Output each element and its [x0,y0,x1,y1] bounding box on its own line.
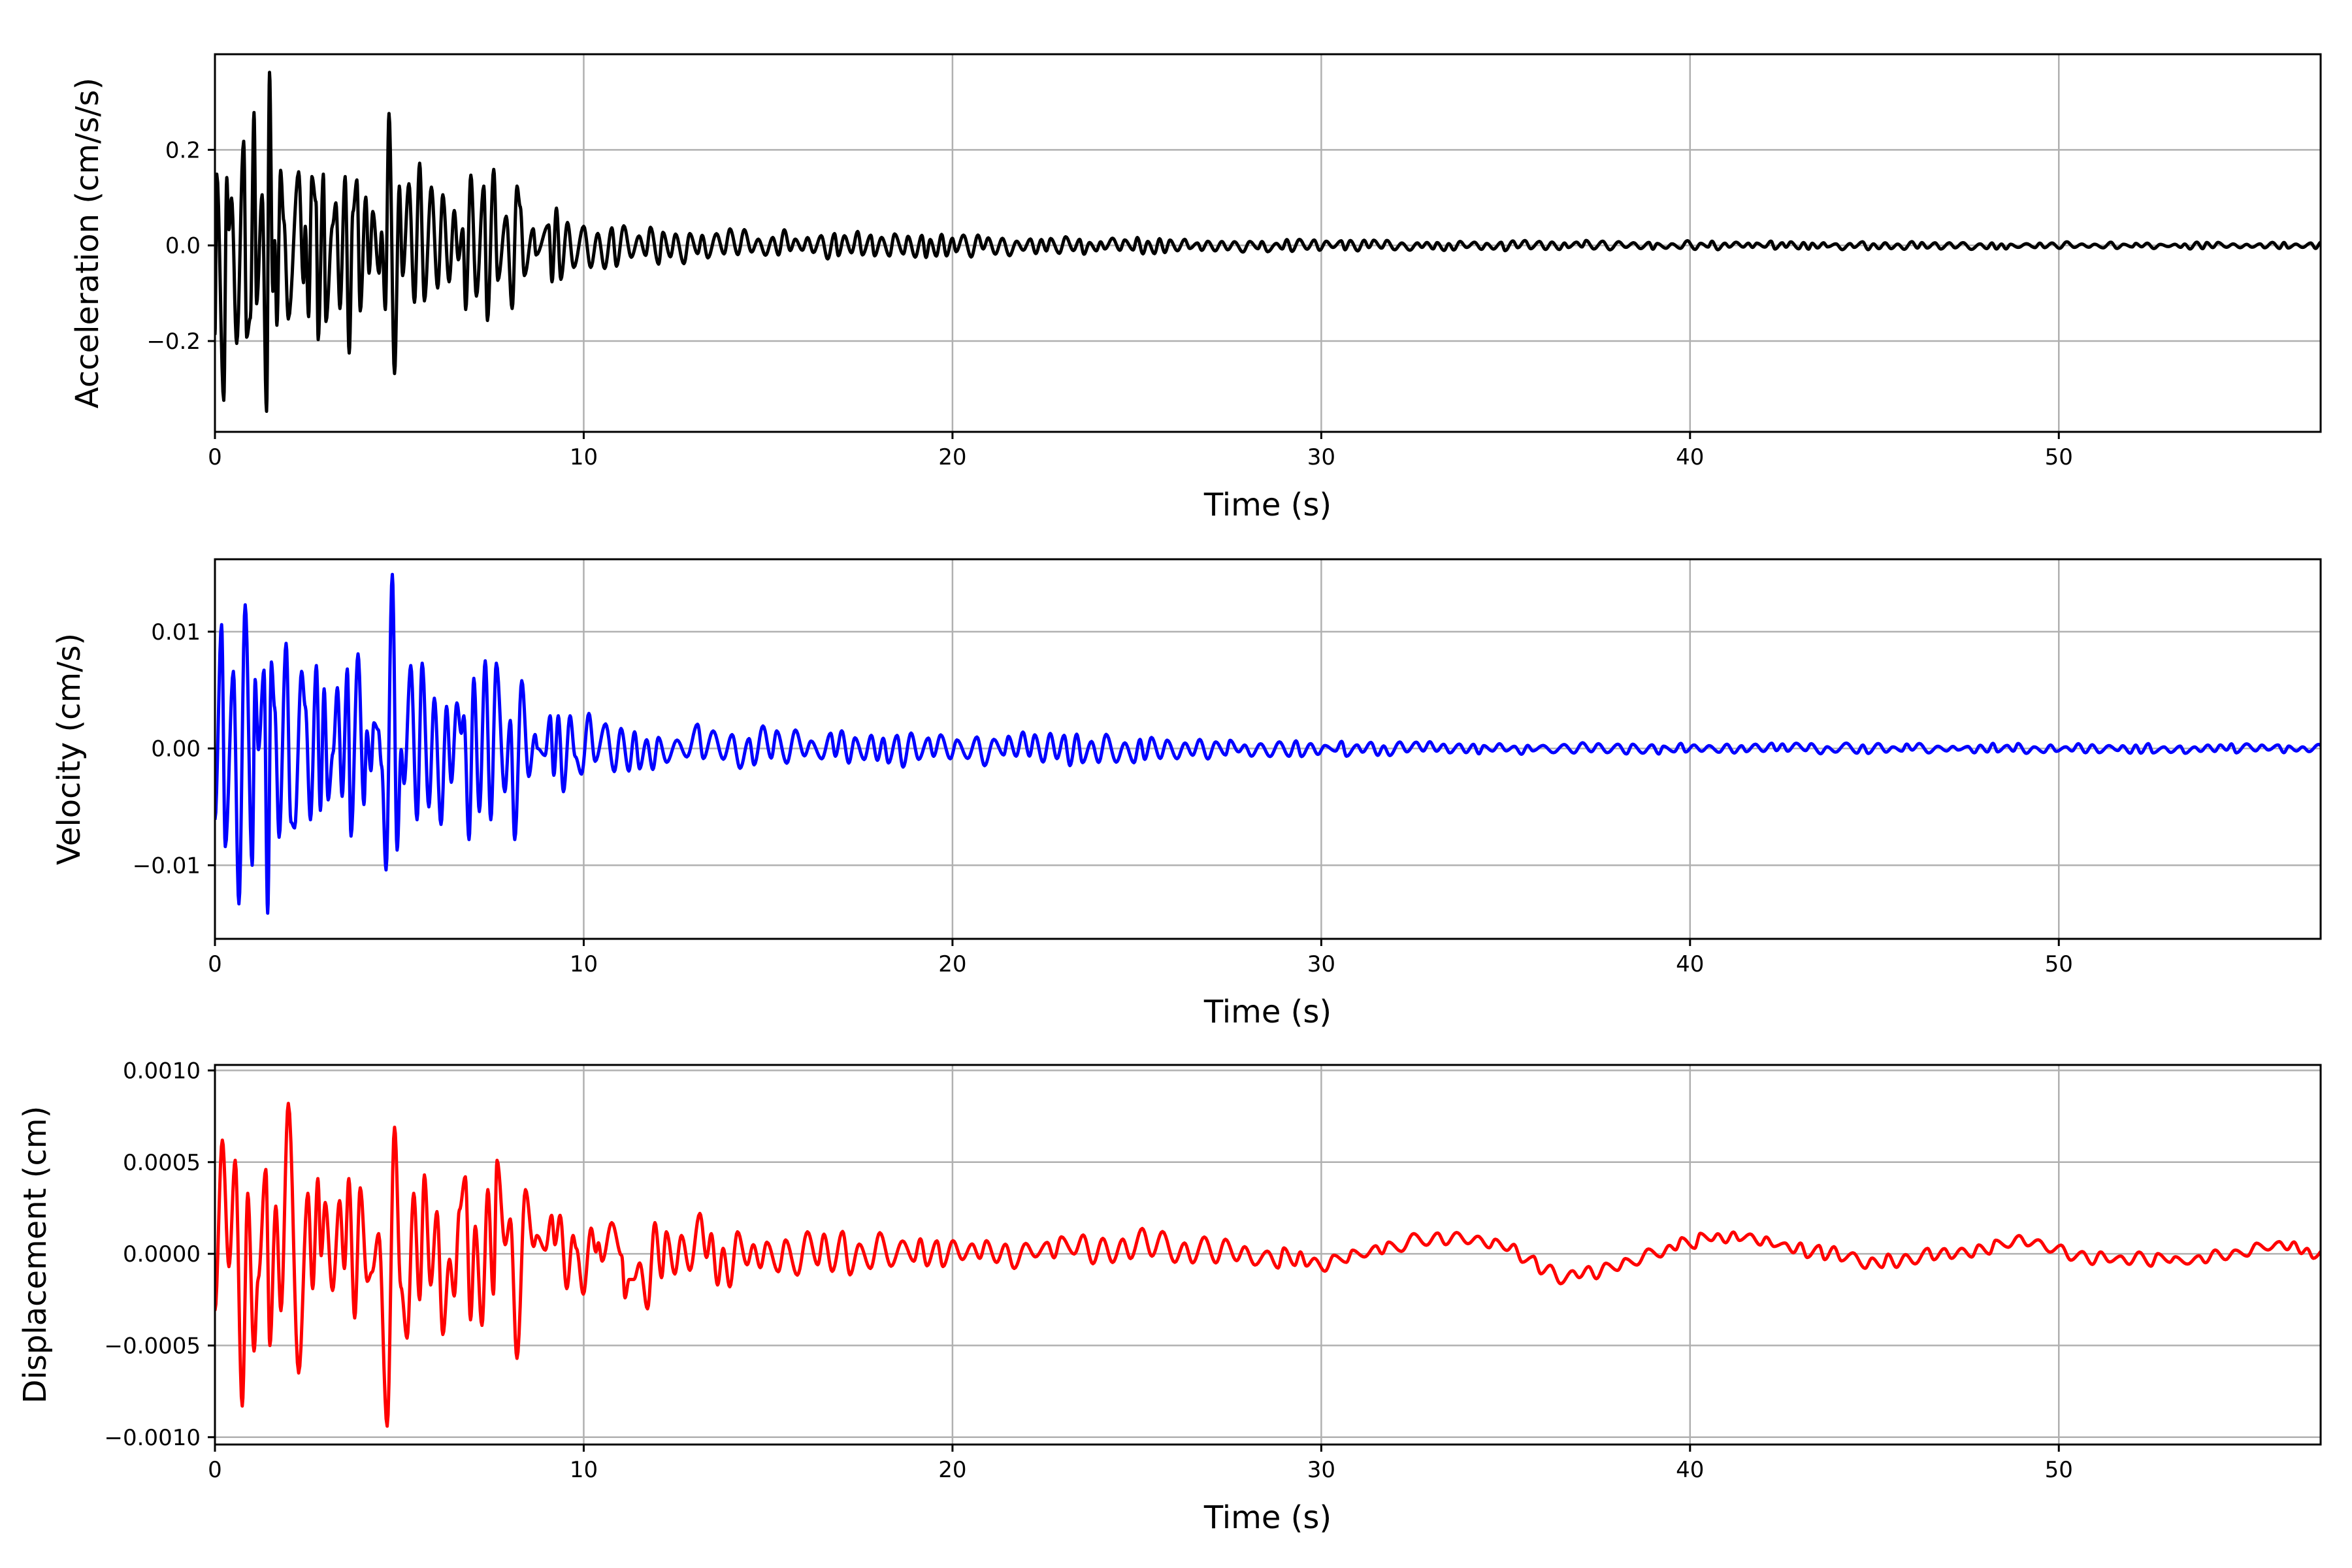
x-tick-label: 0 [208,1457,222,1483]
y-tick-label: 0.0 [165,233,201,259]
velocity-series-line [215,572,2321,915]
y-tick-label: 0.0005 [123,1150,201,1176]
x-tick-label: 20 [938,951,966,977]
x-tick-label: 50 [2045,951,2073,977]
y-axis-label: Acceleration (cm/s/s) [69,78,106,408]
y-tick-label: 0.00 [151,736,201,762]
y-tick-label: −0.2 [146,329,201,355]
x-tick-label: 10 [570,951,598,977]
x-tick-label: 40 [1676,444,1704,470]
x-axis-label: Time (s) [1203,487,1331,523]
y-tick-label: 0.01 [151,619,201,645]
y-tick-label: −0.01 [133,853,201,879]
y-tick-label: −0.0005 [105,1333,201,1359]
acceleration-series-line [215,71,2321,413]
x-axis-label: Time (s) [1203,1499,1331,1536]
axes-frame [214,53,2322,433]
y-axis-label: Displacement (cm) [17,1106,54,1404]
x-tick-label: 20 [938,1457,966,1483]
x-tick-label: 40 [1676,951,1704,977]
y-tick-label: 0.2 [165,137,201,163]
y-axis-label: Velocity (cm/s) [51,633,88,865]
x-tick-label: 20 [938,444,966,470]
x-tick-label: 10 [570,1457,598,1483]
x-tick-label: 30 [1307,444,1335,470]
x-tick-label: 0 [208,951,222,977]
displacement-series-line [215,1102,2321,1428]
x-tick-label: 10 [570,444,598,470]
y-tick-label: 0.0000 [123,1241,201,1267]
y-tick-label: 0.0010 [123,1058,201,1084]
x-axis-label: Time (s) [1203,994,1331,1030]
y-tick-label: −0.0010 [105,1425,201,1451]
x-tick-label: 50 [2045,444,2073,470]
x-tick-label: 30 [1307,951,1335,977]
subplots: 0 10 20 30 40 50 −0.2 0.0 0.2 Time (s) Acceleratio… [17,53,2322,1536]
velocity-subplot: 0 10 20 30 40 50 −0.01 0.00 0.01 Time (s) Velocity… [51,558,2322,1030]
x-tick-label: 40 [1676,1457,1704,1483]
displacement-subplot: 0 10 20 30 40 50 −0.0010 −0.0005 0.0000 0.0005 0.0… [17,1058,2322,1536]
x-tick-label: 30 [1307,1457,1335,1483]
acceleration-subplot: 0 10 20 30 40 50 −0.2 0.0 0.2 Time (s) Acceleratio… [69,53,2322,523]
x-tick-label: 50 [2045,1457,2073,1483]
x-tick-label: 0 [208,444,222,470]
